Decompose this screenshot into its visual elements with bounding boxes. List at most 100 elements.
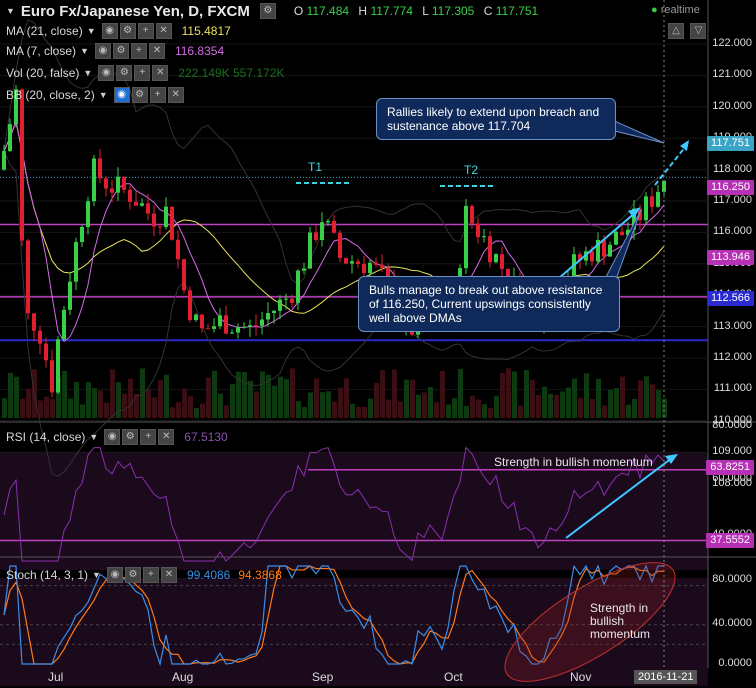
close-icon[interactable]: ✕: [152, 65, 169, 81]
candle-body: [266, 313, 270, 320]
eye-icon[interactable]: ◉: [104, 429, 121, 445]
symbol-title[interactable]: Euro Fx/Japanese Yen, D, FXCM: [20, 2, 250, 20]
close-icon[interactable]: ✕: [160, 567, 177, 583]
volume-bar: [26, 388, 31, 418]
volume-bar: [446, 404, 451, 418]
last-price-tag: 117.751: [707, 136, 754, 151]
plus-icon[interactable]: +: [137, 23, 154, 39]
volume-bar: [266, 374, 271, 418]
price-tick: 112.000: [713, 351, 752, 363]
candle-body: [110, 188, 114, 193]
candle-body: [464, 205, 468, 269]
plus-icon[interactable]: +: [142, 567, 159, 583]
indicator-ma7[interactable]: MA (7, close) ▼ ◉ ⚙ + ✕ 116.8354: [0, 42, 224, 60]
chevron-down-icon[interactable]: ▼: [80, 46, 89, 56]
gear-icon[interactable]: ⚙: [124, 567, 141, 583]
gear-icon[interactable]: ⚙: [122, 429, 139, 445]
volume-bar: [176, 402, 181, 418]
volume-bar: [194, 407, 199, 418]
bb-lower-line: [3, 150, 665, 477]
volume-bar: [170, 407, 175, 418]
candle-body: [326, 220, 330, 223]
close-icon[interactable]: ✕: [158, 429, 175, 445]
bulls-annotation[interactable]: Bulls manage to break out above resistan…: [358, 276, 620, 332]
price-tick: 122.000: [712, 37, 752, 49]
candle-body: [146, 203, 150, 214]
gear-icon[interactable]: ⚙: [116, 65, 133, 81]
indicator-volume[interactable]: Vol (20, false) ▼ ◉ ⚙ + ✕ 222.149K 557.172K: [0, 64, 284, 82]
scroll-up-button[interactable]: △: [668, 23, 684, 39]
volume-bar: [632, 398, 637, 418]
candle-body: [320, 222, 324, 241]
ma7-value: 116.8354: [174, 44, 225, 58]
plus-icon[interactable]: +: [140, 429, 157, 445]
candle-body: [488, 236, 492, 263]
chevron-down-icon[interactable]: ▼: [98, 90, 108, 100]
volume-bar: [518, 405, 523, 418]
candle-body: [164, 206, 168, 228]
volume-bar: [596, 378, 601, 418]
candle-body: [188, 290, 192, 321]
volume-bar: [554, 394, 559, 418]
eye-icon[interactable]: ◉: [106, 567, 123, 583]
candle-body: [284, 298, 288, 300]
volume-bar: [320, 392, 325, 418]
plus-icon[interactable]: +: [149, 87, 166, 103]
volume-bar: [626, 404, 631, 418]
close-icon[interactable]: ✕: [148, 43, 165, 59]
trend-arrow-head: [628, 207, 641, 218]
x-label-aug: Aug: [172, 670, 194, 684]
indicator-bb[interactable]: BB (20, close, 2) ▼ ◉ ⚙ + ✕: [0, 86, 186, 104]
close-icon[interactable]: ✕: [167, 87, 184, 103]
candle-body: [62, 309, 66, 340]
candle-body: [314, 232, 318, 241]
collapse-icon[interactable]: ▼: [6, 6, 15, 16]
chevron-down-icon[interactable]: ▼: [86, 26, 96, 36]
volume-bar: [656, 390, 661, 418]
rally-annotation[interactable]: Rallies likely to extend upon breach and…: [376, 98, 616, 140]
eye-icon[interactable]: ◉: [94, 43, 111, 59]
indicator-ma21[interactable]: MA (21, close) ▼ ◉ ⚙ + ✕ 115.4817: [0, 22, 231, 40]
gear-icon[interactable]: ⚙: [112, 43, 129, 59]
chevron-down-icon[interactable]: ▼: [92, 570, 101, 580]
volume-bar: [206, 377, 211, 418]
volume-bar: [188, 396, 193, 418]
volume-label: Vol (20, false): [6, 66, 80, 80]
close-icon[interactable]: ✕: [155, 23, 172, 39]
settings-icon[interactable]: ⚙: [259, 3, 276, 19]
volume-bar: [560, 391, 565, 418]
volume-bar: [278, 376, 283, 418]
eye-icon[interactable]: ◉: [101, 23, 118, 39]
eye-icon[interactable]: ◉: [113, 87, 130, 103]
volume-bar: [20, 398, 25, 418]
stoch-label: Stoch (14, 3, 1): [6, 568, 89, 582]
volume-bar: [38, 400, 43, 418]
plus-icon[interactable]: +: [130, 43, 147, 59]
price-tick: 111.000: [713, 382, 752, 395]
rsi-arrow: [565, 457, 673, 539]
candle-body: [68, 281, 72, 310]
ma21-value: 115.4817: [181, 24, 231, 38]
volume-bar: [476, 399, 481, 418]
indicator-stoch[interactable]: Stoch (14, 3, 1) ▼ ◉ ⚙ + ✕ 99.4086 94.3868: [0, 566, 282, 584]
candle-body: [116, 176, 120, 193]
candle-body: [98, 158, 102, 179]
volume-bar: [578, 397, 583, 418]
low-label: L: [422, 4, 429, 18]
candle-body: [494, 254, 498, 263]
candle-body: [224, 315, 228, 334]
volume-bar: [506, 368, 511, 418]
eye-icon[interactable]: ◉: [98, 65, 115, 81]
gear-icon[interactable]: ⚙: [131, 87, 148, 103]
scroll-down-button[interactable]: ▽: [690, 23, 707, 39]
candle-body: [236, 327, 240, 333]
volume-bar: [356, 406, 361, 418]
indicator-rsi[interactable]: RSI (14, close) ▼ ◉ ⚙ + ✕ 67.5130: [0, 428, 228, 446]
candle-body: [476, 223, 480, 238]
chevron-down-icon[interactable]: ▼: [83, 68, 93, 78]
plus-icon[interactable]: +: [134, 65, 151, 81]
gear-icon[interactable]: ⚙: [119, 23, 136, 39]
ma21-label: MA (21, close): [6, 24, 83, 38]
chevron-down-icon[interactable]: ▼: [89, 432, 99, 442]
volume-bar: [410, 379, 415, 418]
